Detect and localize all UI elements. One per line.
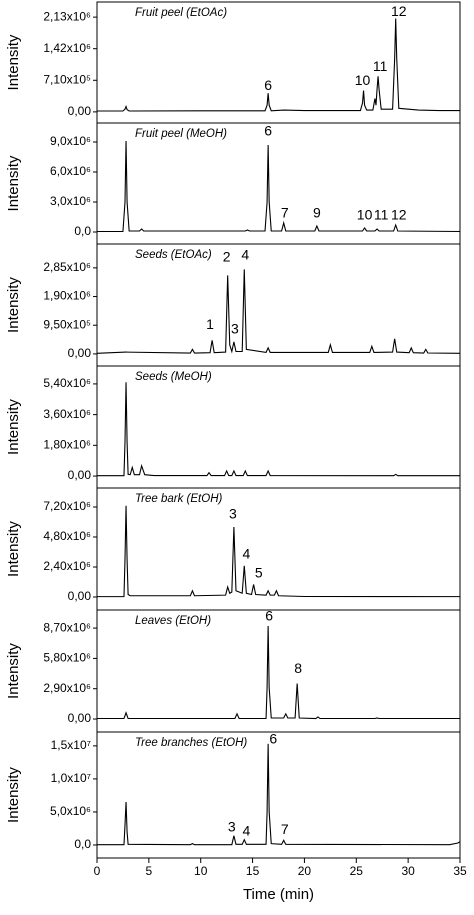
y-tick-label: 2,13x10⁶: [43, 9, 91, 23]
y-tick-label: 1,5x10⁷: [51, 738, 91, 752]
peak-label: 6: [269, 731, 277, 747]
y-axis-label: Intensity: [5, 155, 22, 211]
y-tick-label: 5,80x10⁶: [43, 651, 91, 665]
panel-title: Leaves (EtOH): [135, 615, 211, 627]
y-tick-label: 3,0x10⁶: [50, 194, 91, 208]
peak-label: 8: [294, 660, 302, 676]
y-tick-label: 1,90x10⁶: [43, 289, 91, 303]
panel-frame: [96, 609, 461, 733]
peak-label: 4: [242, 822, 250, 838]
x-tick-label: 5: [146, 864, 153, 878]
chromatogram-line: [97, 625, 460, 720]
y-tick-label: 0,0: [74, 837, 91, 851]
y-tick-label: 0,0: [74, 224, 91, 238]
y-tick-label: 5,0x10⁶: [50, 804, 91, 818]
peak-label: 1: [206, 316, 214, 332]
peak-label: 10: [357, 207, 373, 223]
x-tick-label: 25: [350, 864, 364, 878]
y-axis-label: Intensity: [5, 34, 22, 90]
panel-title: Tree branches (EtOH): [135, 737, 247, 749]
y-tick-label: 8,70x10⁶: [43, 620, 91, 634]
panel-title: Fruit peel (MeOH): [135, 128, 227, 140]
y-tick-label: 7,20x10⁶: [43, 499, 91, 513]
y-tick-label: 9,50x10⁵: [43, 317, 91, 331]
y-tick-label: 6,0x10⁶: [50, 164, 91, 178]
peak-label: 4: [241, 246, 249, 262]
chromatogram-line: [97, 18, 460, 112]
y-axis-label: Intensity: [5, 521, 22, 577]
panel-title: Tree bark (EtOH): [135, 493, 222, 505]
chromatogram-line: [96, 269, 461, 354]
y-tick-label: 1,0x10⁷: [51, 771, 91, 785]
peak-label: 2: [223, 249, 231, 265]
y-tick-label: 1,80x10⁶: [43, 438, 91, 452]
panel-frame: [96, 1, 461, 124]
peak-label: 9: [313, 205, 321, 221]
y-axis-label: Intensity: [5, 767, 22, 823]
panel-frame: [96, 731, 461, 859]
peak-label: 3: [229, 506, 237, 522]
x-tick-label: 30: [401, 864, 415, 878]
panel-frame: [96, 487, 461, 611]
y-axis-label: Intensity: [5, 399, 22, 455]
chromatogram-line: [97, 140, 461, 233]
peak-label: 11: [374, 207, 389, 223]
y-tick-label: 0,00: [68, 346, 92, 360]
y-axis-label: Intensity: [5, 277, 22, 333]
y-tick-label: 0,00: [68, 468, 92, 482]
y-tick-label: 7,10x10⁵: [43, 72, 91, 86]
peak-label: 7: [281, 821, 289, 837]
panel-frame: [96, 243, 461, 367]
peak-label: 4: [242, 546, 250, 562]
y-tick-label: 0,00: [68, 589, 92, 603]
peak-label: 12: [391, 207, 407, 223]
panel-title: Seeds (EtOAc): [135, 249, 212, 261]
y-tick-label: 5,40x10⁶: [43, 376, 91, 390]
y-tick-label: 4,80x10⁶: [43, 529, 91, 543]
peak-label: 10: [355, 72, 371, 88]
x-tick-label: 20: [298, 864, 312, 878]
chromatogram-line: [97, 505, 461, 598]
peak-label: 3: [231, 320, 239, 336]
chromatogram-line: [97, 382, 460, 477]
peak-label: 6: [265, 607, 273, 623]
peak-label: 7: [281, 205, 289, 221]
peak-label: 6: [264, 123, 272, 139]
peak-label: 12: [391, 3, 407, 19]
x-tick-label: 35: [453, 864, 467, 878]
y-tick-label: 0,00: [68, 711, 92, 725]
panel-title: Seeds (MeOH): [135, 371, 212, 383]
panel-frame: [96, 122, 461, 245]
x-tick-label: 0: [94, 864, 101, 878]
x-tick-label: 10: [194, 864, 208, 878]
peak-label: 11: [373, 58, 388, 74]
y-tick-label: 1,42x10⁶: [43, 41, 91, 55]
peak-label: 6: [264, 77, 272, 93]
panel-frame: [96, 365, 461, 489]
y-tick-label: 2,85x10⁶: [43, 260, 91, 274]
peak-label: 5: [255, 565, 263, 581]
y-tick-label: 2,40x10⁶: [43, 559, 91, 573]
chromatogram-line: [97, 743, 461, 846]
y-tick-label: 0,00: [68, 104, 92, 118]
panel-title: Fruit peel (EtOAc): [135, 7, 227, 19]
x-axis-label: Time (min): [243, 886, 314, 903]
y-tick-label: 3,60x10⁶: [43, 407, 91, 421]
peak-label: 3: [228, 819, 236, 835]
x-tick-label: 15: [246, 864, 260, 878]
y-tick-label: 2,90x10⁶: [43, 681, 91, 695]
y-tick-label: 9,0x10⁶: [50, 134, 91, 148]
y-axis-label: Intensity: [5, 643, 22, 699]
